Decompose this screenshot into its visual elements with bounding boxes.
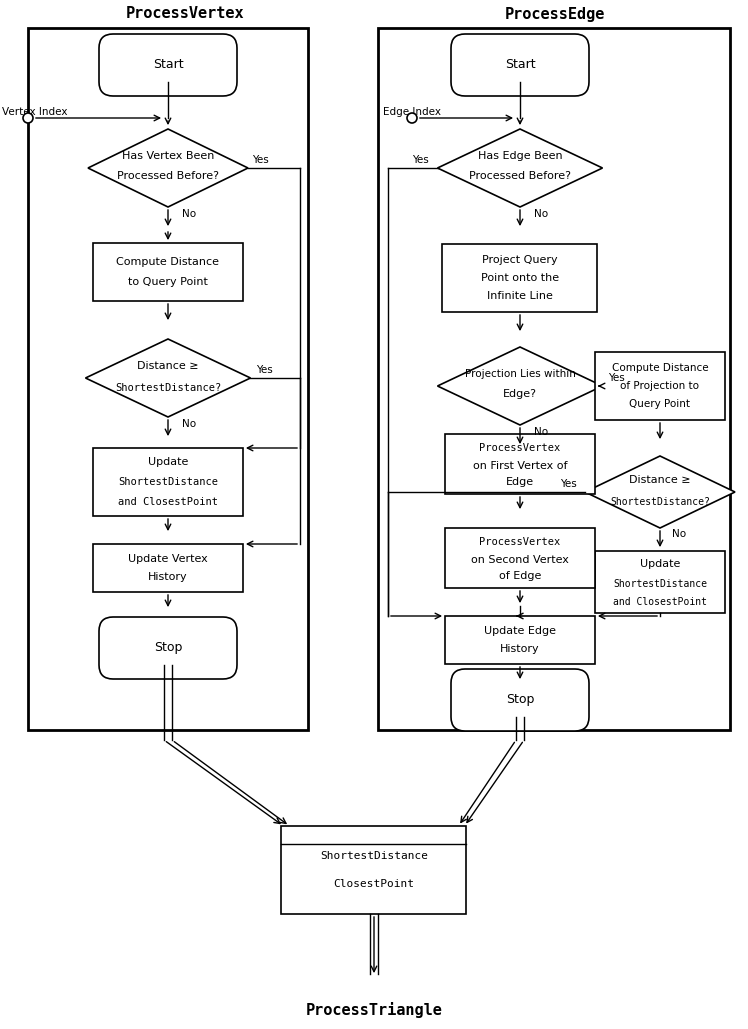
Polygon shape (438, 347, 602, 425)
Text: ShortestDistance?: ShortestDistance? (115, 383, 221, 393)
Bar (93, 448, 243, 516)
Text: Distance ≥: Distance ≥ (137, 361, 199, 371)
Text: on First Vertex of: on First Vertex of (473, 461, 567, 471)
Text: Compute Distance: Compute Distance (117, 257, 219, 267)
FancyBboxPatch shape (451, 34, 589, 96)
Text: Processed Before?: Processed Before? (117, 171, 219, 181)
Text: No: No (182, 419, 196, 429)
Text: Vertex Index: Vertex Index (2, 107, 67, 117)
Text: ShortestDistance: ShortestDistance (118, 477, 218, 487)
Text: Yes: Yes (251, 155, 269, 165)
Text: No: No (534, 209, 548, 219)
Text: History: History (500, 644, 540, 654)
Text: No: No (672, 529, 686, 539)
Bar (595, 352, 725, 420)
Bar (445, 616, 595, 664)
FancyBboxPatch shape (99, 617, 237, 679)
Bar (445, 528, 595, 588)
Text: Yes: Yes (411, 155, 429, 165)
Text: ProcessEdge: ProcessEdge (505, 6, 605, 22)
Bar (378, 28, 730, 730)
Bar (281, 826, 467, 914)
Circle shape (407, 113, 417, 123)
Text: to Query Point: to Query Point (128, 277, 208, 287)
FancyBboxPatch shape (99, 34, 237, 96)
Text: on Second Vertex: on Second Vertex (471, 555, 569, 565)
Text: Update: Update (640, 559, 680, 569)
Text: of Edge: of Edge (499, 571, 542, 581)
Text: of Projection to: of Projection to (621, 381, 699, 391)
Bar (443, 244, 598, 312)
Text: and ClosestPoint: and ClosestPoint (118, 497, 218, 507)
Polygon shape (585, 456, 735, 528)
Circle shape (23, 113, 33, 123)
FancyBboxPatch shape (451, 669, 589, 731)
Text: ShortestDistance: ShortestDistance (320, 851, 428, 861)
Text: Stop: Stop (506, 694, 534, 707)
Bar (445, 434, 595, 494)
Text: Yes: Yes (256, 365, 272, 375)
Text: Yes: Yes (607, 372, 625, 383)
Text: Start: Start (153, 59, 183, 71)
Text: ShortestDistance: ShortestDistance (613, 579, 707, 589)
Text: ProcessTriangle: ProcessTriangle (306, 1002, 442, 1018)
Text: Has Vertex Been: Has Vertex Been (122, 151, 214, 161)
Polygon shape (88, 129, 248, 207)
Text: Distance ≥: Distance ≥ (629, 475, 691, 485)
Text: Edge?: Edge? (503, 389, 537, 399)
Text: ShortestDistance?: ShortestDistance? (610, 497, 710, 507)
Bar (595, 551, 725, 613)
Text: Edge: Edge (506, 477, 534, 487)
Polygon shape (85, 339, 251, 417)
Text: Stop: Stop (154, 641, 183, 654)
Text: ProcessVertex: ProcessVertex (479, 537, 560, 547)
Text: Compute Distance: Compute Distance (612, 363, 708, 372)
Bar (93, 243, 243, 301)
Text: Update Vertex: Update Vertex (128, 554, 208, 564)
Text: ClosestPoint: ClosestPoint (334, 879, 414, 889)
Bar (28, 28, 308, 730)
Text: No: No (534, 427, 548, 437)
Text: Point onto the: Point onto the (481, 273, 559, 283)
Text: Update: Update (148, 457, 188, 467)
Text: ProcessVertex: ProcessVertex (126, 6, 245, 22)
Text: Start: Start (505, 59, 536, 71)
Text: ProcessVertex: ProcessVertex (479, 443, 560, 453)
Text: Has Edge Been: Has Edge Been (478, 151, 562, 161)
Text: Project Query: Project Query (482, 255, 558, 265)
Text: Processed Before?: Processed Before? (469, 171, 571, 181)
Text: Yes: Yes (560, 480, 577, 489)
Text: Infinite Line: Infinite Line (487, 291, 553, 301)
Polygon shape (438, 129, 602, 207)
Text: and ClosestPoint: and ClosestPoint (613, 597, 707, 607)
Bar (93, 544, 243, 592)
Text: History: History (148, 572, 188, 582)
Text: No: No (182, 209, 196, 219)
Text: Update Edge: Update Edge (484, 626, 556, 636)
Text: Query Point: Query Point (630, 399, 690, 409)
Text: Edge Index: Edge Index (383, 107, 441, 117)
Text: Projection Lies within: Projection Lies within (465, 369, 575, 379)
